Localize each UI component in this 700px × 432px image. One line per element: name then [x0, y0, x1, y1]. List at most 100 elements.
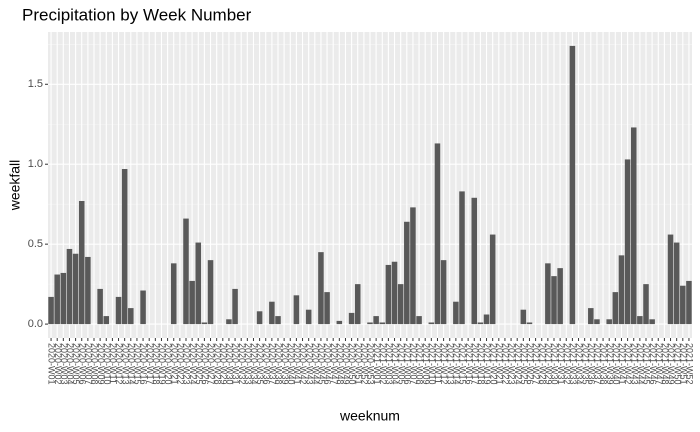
x-tick-label: 2021-W17: [470, 343, 480, 385]
bar: [551, 276, 557, 325]
bar: [367, 322, 373, 325]
x-tick-label: 2021-W14: [451, 343, 461, 385]
bar: [428, 322, 435, 325]
x-tick-label: 2021-W51: [678, 343, 688, 385]
x-tick-label: 2021-W21: [494, 343, 504, 385]
bar: [385, 264, 392, 325]
y-tick-label: 1.0: [28, 158, 43, 170]
x-tick-label: 2020-W40: [286, 343, 296, 385]
bar: [453, 301, 459, 325]
x-tick-label: 2020-W28: [212, 343, 222, 385]
x-tick-label: 2021-W02: [378, 343, 388, 385]
x-tick-label: 2021-W11: [433, 343, 443, 384]
x-tick-label: 2020-W19: [157, 343, 167, 385]
x-tick-label: 2021-W05: [396, 343, 406, 385]
bar: [637, 316, 643, 325]
x-tick-label: 2020-W06: [77, 343, 87, 385]
bar: [483, 314, 490, 325]
x-tick-label: 2020-W09: [96, 343, 106, 385]
x-tick-label: 2021-W49: [666, 343, 676, 385]
bar: [397, 284, 404, 325]
x-tick-label: 2020-W42: [298, 343, 308, 385]
x-tick-label: 2021-W40: [611, 343, 621, 385]
x-tick-label: 2020-W50: [347, 343, 357, 385]
bar: [440, 260, 447, 325]
bar: [471, 197, 478, 325]
x-tick-label: 2020-W01: [47, 343, 57, 385]
x-tick-label: 2021-W50: [672, 343, 682, 385]
bar: [78, 200, 85, 325]
x-axis-label: weeknum: [339, 408, 400, 424]
y-axis-label: weekfall: [7, 160, 23, 212]
x-tick-label: 2020-W47: [329, 343, 339, 385]
bar: [526, 322, 533, 325]
bar: [354, 284, 361, 325]
x-tick-label: 2020-W30: [225, 343, 235, 385]
x-tick-label: 2020-W23: [182, 343, 192, 385]
bar: [275, 316, 281, 325]
bar: [404, 221, 410, 325]
bar: [557, 268, 563, 325]
bar: [305, 309, 312, 325]
bar: [391, 261, 398, 325]
x-tick-label: 2021-W28: [537, 343, 547, 385]
x-tick-label: 2021-W20: [488, 343, 498, 385]
x-tick-label: 2020-W45: [317, 343, 327, 385]
bar: [373, 316, 379, 325]
x-tick-label: 2020-W26: [200, 343, 210, 385]
bar: [207, 260, 214, 325]
x-tick-label: 2021-W29: [543, 343, 553, 385]
x-tick-label: 2020-W29: [218, 343, 228, 385]
x-tick-label: 2020-W53: [366, 343, 376, 385]
bar: [232, 288, 238, 325]
x-tick-label: 2021-W16: [464, 343, 474, 385]
bar: [72, 253, 79, 325]
bar: [410, 207, 416, 325]
bar: [66, 248, 73, 325]
x-tick-label: 2020-W49: [341, 343, 351, 385]
x-tick-label: 2021-W18: [476, 343, 486, 385]
x-tick-label: 2021-W19: [482, 343, 492, 385]
x-tick-label: 2020-W31: [231, 343, 241, 385]
bar: [379, 322, 386, 325]
x-tick-label: 2021-W24: [513, 343, 523, 385]
bar: [680, 285, 686, 325]
bar: [128, 308, 134, 325]
x-tick-label: 2020-W10: [102, 343, 112, 385]
x-tick-label: 2020-W15: [133, 343, 143, 385]
y-tick-label: 0.0: [28, 318, 43, 330]
x-tick-label: 2020-W14: [126, 343, 136, 385]
x-tick-label: 2021-W36: [586, 343, 596, 385]
x-tick-label: 2021-W47: [654, 343, 664, 385]
bar: [348, 312, 355, 325]
bar: [293, 295, 300, 325]
bar: [54, 274, 60, 325]
bar: [594, 319, 600, 325]
x-tick-label: 2020-W20: [163, 343, 173, 385]
x-tick-label: 2021-W34: [574, 343, 584, 385]
x-tick-label: 2020-W37: [267, 343, 277, 385]
y-tick-label: 1.5: [28, 78, 43, 90]
bar: [60, 272, 67, 325]
x-tick-label: 2021-W27: [531, 343, 541, 385]
bar: [256, 311, 263, 325]
x-tick-label: 2021-W41: [617, 343, 627, 385]
x-tick-label: 2020-W12: [114, 343, 124, 385]
x-tick-label: 2020-W41: [292, 343, 302, 385]
x-tick-label: 2021-W31: [556, 343, 566, 385]
bar: [115, 296, 122, 325]
x-tick-label: 2020-W04: [65, 343, 75, 385]
bar: [649, 319, 655, 325]
x-tick-label: 2021-W35: [580, 343, 590, 385]
x-tick-label: 2020-W21: [169, 343, 179, 385]
bar: [434, 143, 441, 325]
y-tick-label: 0.5: [28, 238, 43, 250]
bar: [121, 169, 128, 325]
bar: [97, 288, 103, 325]
x-tick-label: 2020-W22: [175, 343, 185, 385]
bar: [545, 263, 551, 325]
x-tick-label: 2020-W16: [139, 343, 149, 385]
bar: [569, 45, 576, 325]
x-tick-label: 2021-W25: [519, 343, 529, 385]
